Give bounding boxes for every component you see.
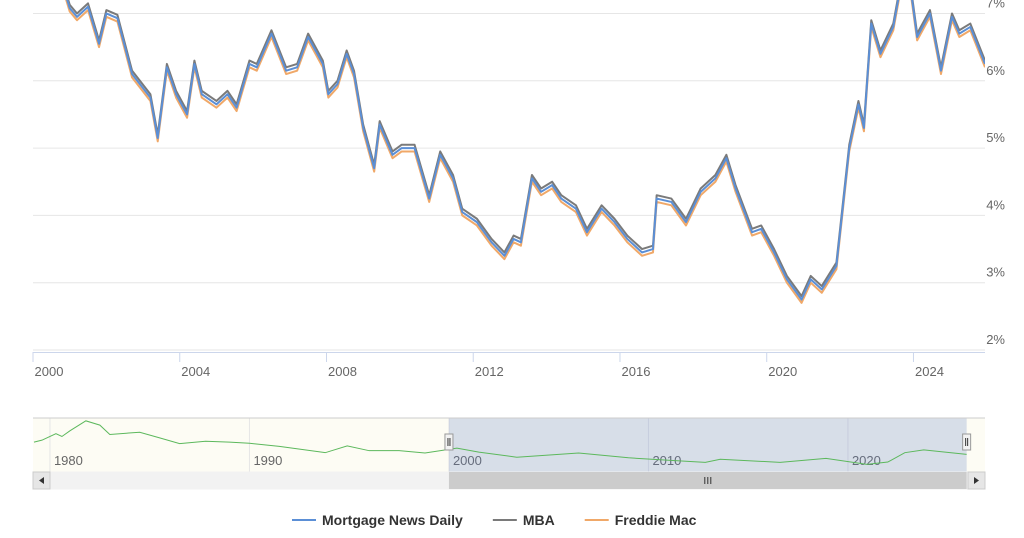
legend: Mortgage News Daily MBA Freddie Mac [292, 512, 697, 528]
series-line [65, 0, 985, 304]
navigator-tick-label: 2020 [852, 453, 881, 468]
y-tick-label: 6% [986, 63, 1005, 78]
y-tick-label: 7% [986, 0, 1005, 10]
arrow-left [39, 477, 44, 484]
legend-item[interactable]: Freddie Mac [584, 512, 697, 528]
x-tick-label: 2020 [768, 364, 797, 379]
y-tick-label: 4% [986, 197, 1005, 212]
series-line [66, 0, 985, 301]
navigator-handle[interactable] [962, 433, 972, 451]
grid: 2% 3% 4% 5% 6% 7% [33, 0, 1005, 351]
navigator-tick-label: 1990 [253, 453, 282, 468]
y-tick-label: 3% [986, 265, 1005, 280]
navigator-line [33, 420, 967, 465]
x-tick-label: 2008 [328, 364, 357, 379]
x-tick-label: 2000 [35, 364, 64, 379]
legend-item[interactable]: MBA [492, 512, 555, 528]
x-tick-label: 2024 [915, 364, 944, 379]
x-tick-label: 2012 [475, 364, 504, 379]
plot-area [65, 0, 985, 304]
legend-label: MBA [523, 512, 555, 528]
legend-item[interactable]: Mortgage News Daily [292, 512, 463, 528]
navigator-handle[interactable] [444, 433, 454, 451]
navigator-mask [448, 418, 967, 472]
navigator-series [33, 420, 967, 465]
y-tick-label: 5% [986, 130, 1005, 145]
x-axis-labels: 2000 2004 2008 2012 2016 2020 2024 [32, 352, 944, 379]
x-tick-label: 2016 [622, 364, 651, 379]
navigator-tick-label: 1980 [54, 453, 83, 468]
navigator: 19801990200020102020 [32, 417, 986, 490]
x-tick-label: 2004 [181, 364, 210, 379]
arrow-right [974, 477, 979, 484]
navigator-background [33, 418, 985, 472]
y-tick-label: 2% [986, 332, 1005, 347]
legend-label: Freddie Mac [615, 512, 697, 528]
legend-label: Mortgage News Daily [322, 512, 463, 528]
navigator-tick-label: 2000 [453, 453, 482, 468]
